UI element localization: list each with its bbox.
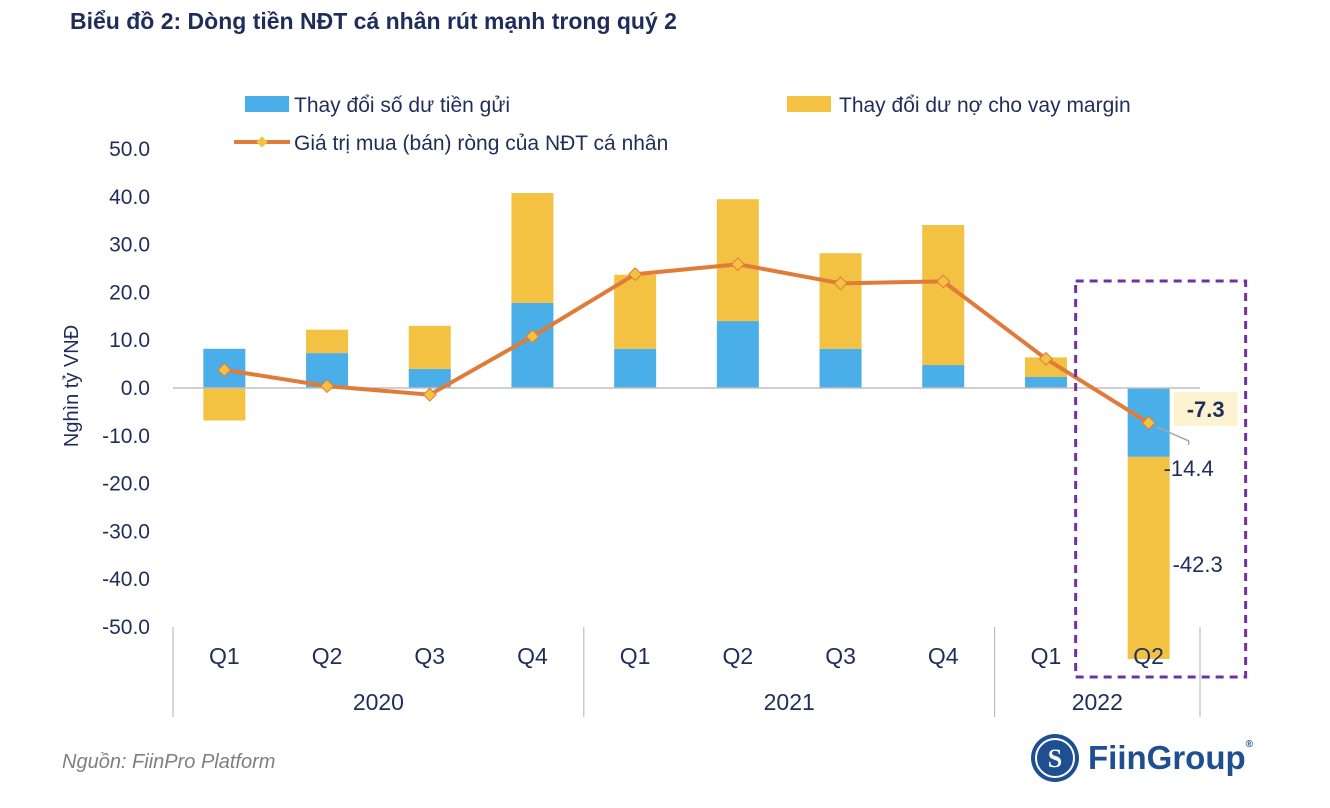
y-tick-label: -40.0 [102, 568, 150, 591]
fiingroup-logo-icon: S [1031, 734, 1079, 782]
bar-margin [1127, 456, 1170, 660]
brand-registered-mark: ® [1245, 739, 1254, 750]
bar-margin [306, 329, 349, 354]
y-ticks: 50.0 40.0 30.0 20.0 10.0 0.0 -10.0 -20.0 -30.0 -4… [102, 138, 150, 639]
line-marker [730, 257, 745, 272]
bar-margin [819, 253, 862, 349]
group-label: 2021 [764, 689, 815, 715]
y-tick-label: 30.0 [109, 234, 150, 257]
category-label: Q2 [723, 643, 754, 669]
legend: Thay đổi số dư tiền gửi Thay đổi dư nợ c… [234, 94, 1131, 155]
y-tick-label: -30.0 [102, 520, 150, 543]
category-label: Q3 [825, 643, 856, 669]
category-label: Q1 [1031, 643, 1062, 669]
legend-label-margin: Thay đổi dư nợ cho vay margin [839, 94, 1131, 117]
y-tick-label: 10.0 [109, 329, 150, 352]
annotation-deposit-value: -14.4 [1164, 456, 1214, 481]
brand-name-text: FiinGroup [1088, 739, 1246, 776]
category-label: Q4 [928, 643, 959, 669]
annotations: -7.3 -14.4 -42.3 [1074, 279, 1248, 679]
y-tick-label: 50.0 [109, 138, 150, 161]
bar-margin [511, 192, 554, 303]
line-marker [217, 362, 232, 377]
source-note: Nguồn: FiinPro Platform [62, 751, 276, 773]
line-marker [936, 274, 951, 289]
bar-margin [408, 325, 451, 369]
group-label: 2020 [353, 689, 404, 715]
bar-deposit [1024, 377, 1067, 388]
legend-label-line: Giá trị mua (bán) ròng của NĐT cá nhân [294, 132, 668, 155]
line-marker [833, 276, 848, 291]
y-tick-label: -50.0 [102, 616, 150, 639]
category-label: Q2 [1133, 643, 1164, 669]
category-label: Q4 [517, 643, 548, 669]
group-label: 2022 [1072, 689, 1123, 715]
brand-logo: S FiinGroup® [1030, 733, 1253, 783]
y-tick-label: 0.0 [121, 377, 150, 400]
category-label: Q3 [414, 643, 445, 669]
legend-swatch-margin [787, 96, 831, 112]
y-tick-label: -10.0 [102, 425, 150, 448]
y-tick-label: 40.0 [109, 186, 150, 209]
chart-title: Biểu đồ 2: Dòng tiền NĐT cá nhân rút mạn… [70, 8, 677, 34]
line-layer [217, 257, 1156, 430]
line-marker [1038, 351, 1054, 366]
category-label: Q1 [620, 643, 651, 669]
bar-margin [203, 388, 246, 421]
highlight-label-bg [1173, 392, 1238, 426]
y-axis-label: Nghìn tỷ VNĐ [61, 325, 83, 447]
line-marker [628, 267, 643, 282]
highlight-dashed-box [1074, 279, 1248, 679]
bar-deposit [614, 348, 657, 388]
line-marker [422, 387, 437, 402]
bars [203, 192, 1170, 660]
bar-deposit [819, 348, 862, 388]
category-label: Q2 [312, 643, 343, 669]
annotation-leader-line [1156, 426, 1190, 445]
annotation-net-value: -7.3 [1187, 397, 1225, 422]
annotation-margin-value: -42.3 [1173, 552, 1223, 577]
y-tick-label: -20.0 [102, 473, 150, 496]
legend-label-deposit: Thay đổi số dư tiền gửi [294, 94, 510, 117]
y-tick-label: 20.0 [109, 281, 150, 304]
legend-swatch-marker [256, 136, 268, 148]
bar-deposit [922, 365, 965, 388]
bar-margin [922, 225, 965, 366]
svg-text:S: S [1048, 744, 1062, 773]
line-marker [319, 379, 335, 394]
line-marker [525, 329, 540, 344]
bar-margin [614, 274, 657, 349]
bar-deposit [408, 368, 451, 388]
legend-swatch-deposit [245, 96, 289, 112]
bar-deposit [716, 321, 759, 388]
category-labels: Q1 Q2 Q3 Q4 Q1 Q2 Q3 Q4 Q1 Q2 2020 2021 2022 [209, 643, 1164, 715]
net-flow-line [224, 262, 1150, 425]
category-label: Q1 [209, 643, 240, 669]
bar-margin [1024, 357, 1067, 378]
line-marker [1141, 415, 1156, 430]
brand-name: FiinGroup® [1088, 739, 1253, 777]
